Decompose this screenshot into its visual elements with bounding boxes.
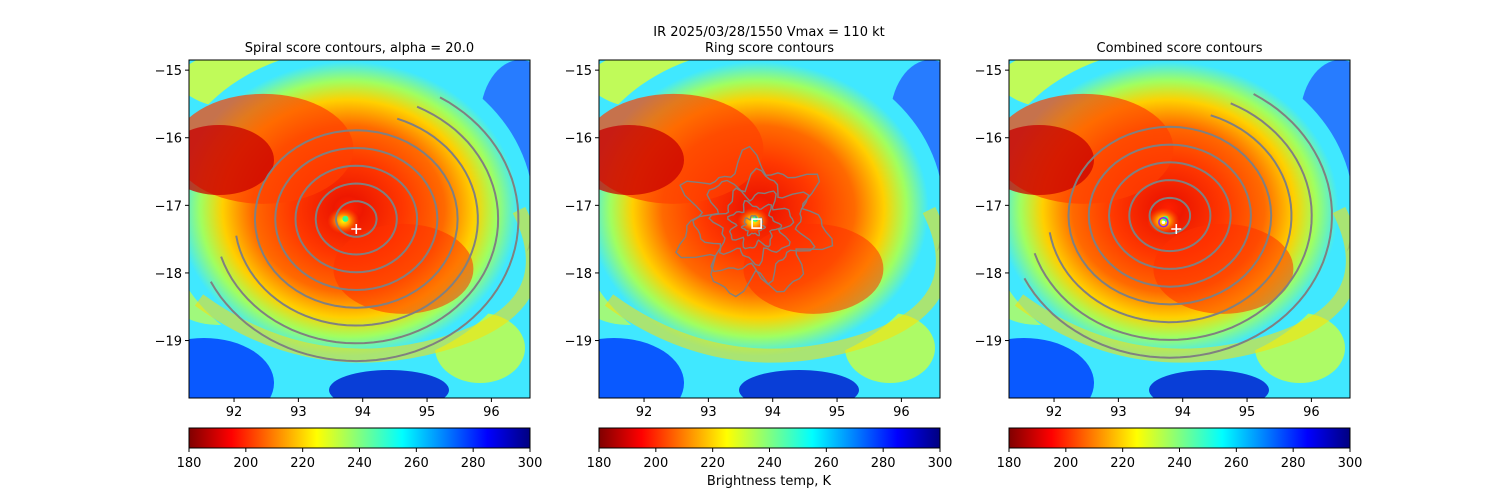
x-tick-label: 92: [1046, 405, 1063, 420]
ring-center-marker: [751, 218, 762, 229]
colorbar-tick-label: 300: [1338, 456, 1363, 471]
brightness-temp-image: [599, 60, 940, 398]
colorbar-tick-label: 220: [1110, 456, 1135, 471]
contour-line: [692, 167, 816, 285]
x-tick-label: 94: [764, 405, 781, 420]
contour-line: [209, 96, 520, 363]
brightness-temp-image: [1009, 60, 1350, 398]
x-tick-label: 94: [354, 405, 371, 420]
y-tick-label: −15: [565, 64, 592, 79]
x-tick-label: 96: [893, 405, 910, 420]
best-track-center-marker: [351, 224, 362, 234]
x-tick-label: 94: [1174, 405, 1191, 420]
colorbar-tick-label: 240: [1167, 456, 1192, 471]
colorbar-tick-label: 300: [518, 456, 543, 471]
x-tick-label: 95: [1239, 405, 1256, 420]
colorbar-tick-label: 280: [871, 456, 896, 471]
panel-1: Spiral score contours, alpha = 20.0 92 93 9…: [155, 41, 543, 471]
contour-line: [220, 105, 500, 345]
colorbar-tick-label: 180: [587, 456, 612, 471]
colorbar-tick-label: 220: [290, 456, 315, 471]
colorbar-tick-label: 200: [1053, 456, 1078, 471]
y-tick-label: −17: [975, 199, 1002, 214]
contour-line: [314, 182, 398, 256]
contour-line: [274, 147, 439, 292]
contour-line: [253, 129, 459, 309]
contour-line: [1048, 114, 1293, 324]
panel-title: Spiral score contours, alpha = 20.0: [245, 41, 474, 56]
y-tick-label: −19: [975, 335, 1002, 350]
y-tick-label: −18: [155, 267, 182, 282]
colorbar-tick-label: 260: [404, 456, 429, 471]
y-tick-label: −17: [565, 199, 592, 214]
panel-2: Ring score contours 92 93 94 95 96 −15 −16 −17 −1…: [565, 41, 953, 471]
y-tick-label: −19: [155, 335, 182, 350]
y-tick-label: −19: [565, 335, 592, 350]
combined-center-dot: [1161, 220, 1166, 225]
y-tick-label: −15: [155, 64, 182, 79]
panel-3: Combined score contours 92 93 94 95 96 −15 −16 −…: [975, 41, 1363, 471]
x-tick-label: 92: [636, 405, 653, 420]
colorbar-tick-label: 200: [643, 456, 668, 471]
best-track-center-marker: [1171, 224, 1182, 234]
colorbar-tick-label: 260: [814, 456, 839, 471]
contour-line: [1148, 196, 1192, 235]
colorbar-tick-label: 240: [347, 456, 372, 471]
colorbar-tick-label: 240: [757, 456, 782, 471]
x-tick-label: 93: [700, 405, 717, 420]
panel-title: Ring score contours: [705, 41, 834, 56]
contour-line: [334, 200, 378, 238]
y-tick-label: −18: [565, 267, 592, 282]
colorbar: 180 200 220 240 260 280 300: [587, 427, 953, 471]
colorbar: 180 200 220 240 260 280 300: [997, 427, 1363, 471]
colorbar-gradient: [188, 427, 531, 449]
figure-suptitle: IR 2025/03/28/1550 Vmax = 110 kt: [653, 25, 884, 40]
y-tick-label: −16: [155, 132, 182, 147]
contour-line: [1023, 93, 1333, 359]
contour-line: [235, 117, 479, 327]
x-tick-label: 96: [483, 405, 500, 420]
contour-line: [708, 187, 795, 267]
x-tick-label: 93: [1110, 405, 1127, 420]
colorbar-tick-label: 280: [1281, 456, 1306, 471]
colorbar-tick-label: 260: [1224, 456, 1249, 471]
y-tick-label: −15: [975, 64, 1002, 79]
y-tick-label: −16: [565, 132, 592, 147]
y-tick-label: −17: [155, 199, 182, 214]
y-tick-label: −16: [975, 132, 1002, 147]
colorbar-tick-label: 180: [177, 456, 202, 471]
panel-title: Combined score contours: [1097, 41, 1263, 56]
contour-line: [675, 145, 834, 298]
colorbar-tick-label: 280: [461, 456, 486, 471]
combined-center-marker: [1158, 216, 1169, 228]
colorbar-label: Brightness temp, K: [707, 474, 832, 489]
contour-line: [1107, 161, 1232, 270]
colorbar: 180 200 220 240 260 280 300: [177, 427, 543, 471]
contour-line: [1087, 143, 1252, 288]
x-tick-label: 96: [1303, 405, 1320, 420]
x-tick-label: 93: [290, 405, 307, 420]
colorbar-tick-label: 300: [928, 456, 953, 471]
axes-frame: [1008, 59, 1351, 399]
contour-line: [727, 200, 783, 250]
colorbar-gradient: [598, 427, 941, 449]
contour-line: [1128, 179, 1212, 253]
brightness-temp-image: [189, 60, 530, 398]
colorbar-gradient: [1008, 427, 1351, 449]
contour-line: [294, 164, 419, 274]
colorbar-tick-label: 200: [233, 456, 258, 471]
y-tick-label: −18: [975, 267, 1002, 282]
x-tick-label: 95: [419, 405, 436, 420]
axes-frame: [188, 59, 531, 399]
colorbar-tick-label: 220: [700, 456, 725, 471]
x-tick-label: 95: [829, 405, 846, 420]
contour-line: [1067, 125, 1273, 306]
colorbar-tick-label: 180: [997, 456, 1022, 471]
contour-line: [1033, 102, 1313, 341]
axes-frame: [598, 59, 941, 399]
x-tick-label: 92: [226, 405, 243, 420]
